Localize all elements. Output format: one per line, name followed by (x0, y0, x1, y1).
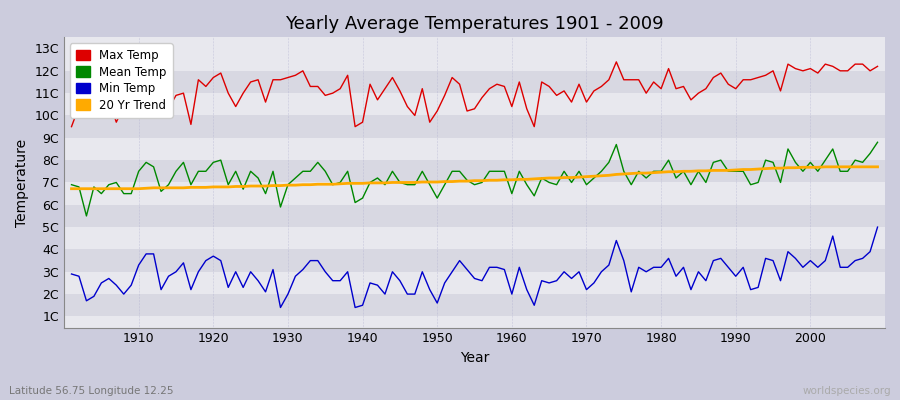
Text: Latitude 56.75 Longitude 12.25: Latitude 56.75 Longitude 12.25 (9, 386, 174, 396)
Bar (64, 116, 885, 138)
X-axis label: Year: Year (460, 351, 490, 365)
Bar (64, 138, 885, 160)
Title: Yearly Average Temperatures 1901 - 2009: Yearly Average Temperatures 1901 - 2009 (285, 15, 664, 33)
Legend: Max Temp, Mean Temp, Min Temp, 20 Yr Trend: Max Temp, Mean Temp, Min Temp, 20 Yr Tre… (70, 43, 173, 118)
Bar (64, 48, 885, 71)
Bar (64, 294, 885, 316)
Bar (64, 182, 885, 205)
Bar (64, 160, 885, 182)
Text: worldspecies.org: worldspecies.org (803, 386, 891, 396)
Bar (64, 272, 885, 294)
Bar (64, 205, 885, 227)
Y-axis label: Temperature: Temperature (15, 138, 29, 226)
Bar (64, 93, 885, 116)
Bar (64, 250, 885, 272)
Bar (64, 227, 885, 250)
Bar (64, 71, 885, 93)
